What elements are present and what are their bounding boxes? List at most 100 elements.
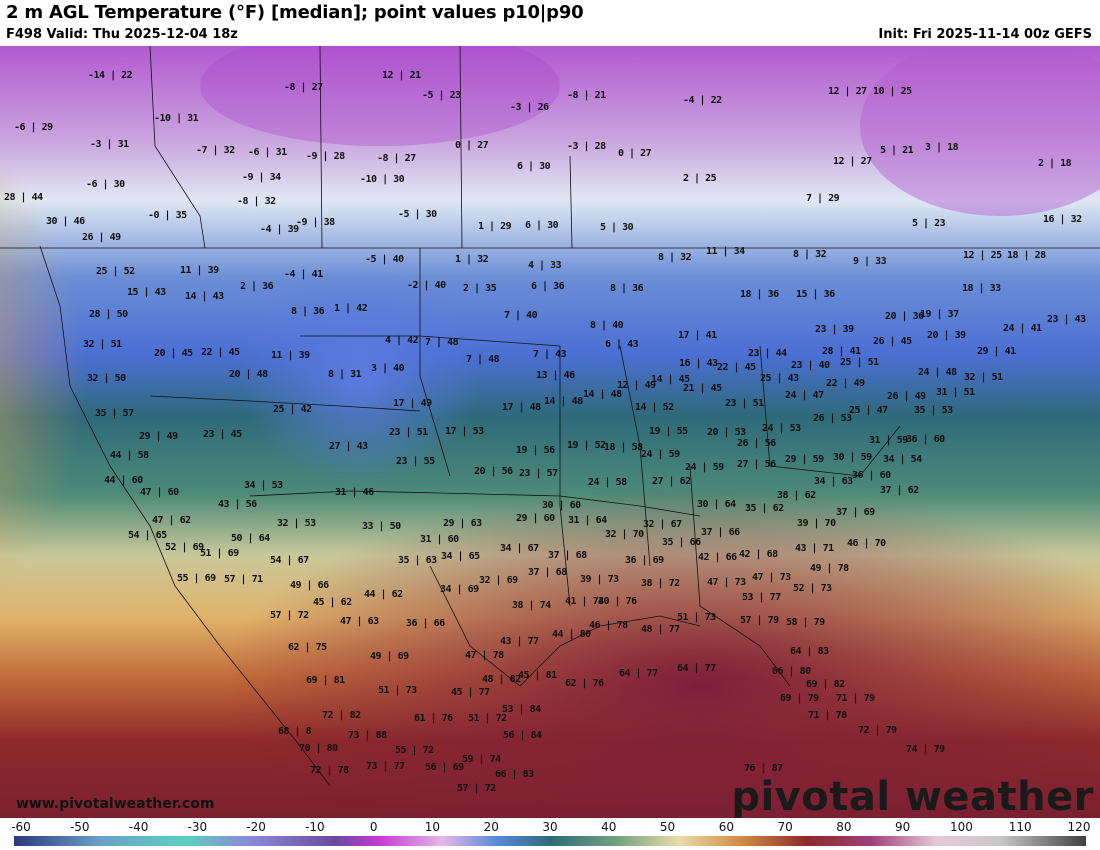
point-value: 42 | 68 <box>739 549 778 560</box>
valid-time: F498 Valid: Thu 2025-12-04 18z <box>6 27 238 42</box>
point-value: 23 | 39 <box>815 324 854 335</box>
point-value: 22 | 45 <box>717 362 756 373</box>
colorbar-tick-label: -50 <box>69 820 90 834</box>
point-value: -6 | 29 <box>14 122 53 133</box>
point-value: 6 | 30 <box>525 220 559 231</box>
point-value: 31 | 46 <box>335 487 374 498</box>
point-value: 59 | 74 <box>462 754 501 765</box>
point-value: 35 | 63 <box>398 555 437 566</box>
point-value: 39 | 73 <box>580 574 619 585</box>
point-value: 47 | 62 <box>152 515 191 526</box>
point-value: 48 | 77 <box>641 624 680 635</box>
point-value: 34 | 65 <box>441 551 480 562</box>
point-value: 18 | 33 <box>962 283 1001 294</box>
point-value: -5 | 23 <box>422 90 461 101</box>
point-value: 47 | 73 <box>752 572 791 583</box>
point-value: 46 | 70 <box>847 538 886 549</box>
point-value: 44 | 60 <box>104 475 143 486</box>
point-value: 71 | 78 <box>808 710 847 721</box>
point-value: -8 | 21 <box>567 90 606 101</box>
point-value: 23 | 51 <box>389 427 428 438</box>
point-value: 29 | 49 <box>139 431 178 442</box>
point-value: 1 | 42 <box>334 303 368 314</box>
point-value: 47 | 63 <box>340 616 379 627</box>
point-value: 15 | 36 <box>796 289 835 300</box>
point-value: 8 | 31 <box>328 369 362 380</box>
point-value: 36 | 66 <box>406 618 445 629</box>
point-value: 11 | 34 <box>706 246 745 257</box>
point-value: 55 | 69 <box>177 573 216 584</box>
point-value: 47 | 78 <box>465 650 504 661</box>
point-value: -2 | 40 <box>407 280 446 291</box>
point-value: 25 | 47 <box>849 405 888 416</box>
point-value: 68 | 8 <box>278 726 312 737</box>
point-value: 0 | 27 <box>618 148 652 159</box>
point-value: 5 | 21 <box>880 145 914 156</box>
point-value: 17 | 41 <box>678 330 717 341</box>
point-value: 31 | 51 <box>936 387 975 398</box>
point-value: -10 | 30 <box>360 174 405 185</box>
colorbar-tick-label: -30 <box>187 820 208 834</box>
point-value: 64 | 77 <box>677 663 716 674</box>
point-value: 44 | 62 <box>364 589 403 600</box>
point-value: -10 | 31 <box>154 113 199 124</box>
point-value: 36 | 60 <box>852 470 891 481</box>
point-value: 7 | 43 <box>533 349 567 360</box>
point-value: 5 | 23 <box>912 218 946 229</box>
brand-logo: pivotal weather <box>731 774 1094 818</box>
point-value: 29 | 63 <box>443 518 482 529</box>
point-value: 37 | 66 <box>701 527 740 538</box>
point-value: 52 | 73 <box>793 583 832 594</box>
point-value: 4 | 42 <box>385 335 419 346</box>
point-value: 40 | 76 <box>598 596 637 607</box>
point-value: 30 | 46 <box>46 216 85 227</box>
point-value: 9 | 33 <box>853 256 887 267</box>
point-value: 56 | 69 <box>425 762 464 773</box>
point-value: 53 | 84 <box>502 704 541 715</box>
point-value: 25 | 42 <box>273 404 312 415</box>
point-value: 23 | 57 <box>519 468 558 479</box>
map-header: 2 m AGL Temperature (°F) [median]; point… <box>0 0 1100 46</box>
point-value: 23 | 55 <box>396 456 435 467</box>
point-value: -14 | 22 <box>88 70 133 81</box>
point-value: 51 | 72 <box>468 713 507 724</box>
point-value: 35 | 57 <box>95 408 134 419</box>
point-value: 70 | 80 <box>299 743 338 754</box>
point-value: 23 | 43 <box>1047 314 1086 325</box>
point-value: 49 | 69 <box>370 651 409 662</box>
point-value: 28 | 50 <box>89 309 128 320</box>
point-value: -8 | 32 <box>237 196 276 207</box>
point-value: 25 | 52 <box>96 266 135 277</box>
colorbar-tick-label: -60 <box>11 820 31 834</box>
colorbar-tick-label: 90 <box>895 820 911 834</box>
point-value: 16 | 32 <box>1043 214 1082 225</box>
point-value: 34 | 54 <box>883 454 922 465</box>
point-value: 32 | 67 <box>643 519 682 530</box>
point-value: 25 | 43 <box>760 373 799 384</box>
temperature-map[interactable]: -14 | 22 12 | 21 -8 | 27 -5 | 23 -8 | 21 -4 |… <box>0 46 1100 818</box>
point-value: 32 | 53 <box>277 518 316 529</box>
colorbar-tick-label: -10 <box>305 820 325 834</box>
point-value: 26 | 49 <box>887 391 926 402</box>
point-value: 57 | 71 <box>224 574 263 585</box>
point-value: 72 | 78 <box>310 765 349 776</box>
point-value: 43 | 56 <box>218 499 257 510</box>
point-value: 20 | 39 <box>927 330 966 341</box>
point-value: 24 | 59 <box>685 462 724 473</box>
point-value: 64 | 77 <box>619 668 658 679</box>
point-value: 3 | 18 <box>925 142 959 153</box>
colorbar-tick-label: -40 <box>128 820 149 834</box>
point-value: -9 | 34 <box>242 172 281 183</box>
point-value: 48 | 82 <box>482 674 521 685</box>
point-value: 2 | 35 <box>463 283 497 294</box>
point-value: 20 | 53 <box>707 427 746 438</box>
point-value: 35 | 53 <box>914 405 953 416</box>
point-value: 24 | 41 <box>1003 323 1042 334</box>
point-value: -5 | 30 <box>398 209 437 220</box>
point-value: 46 | 78 <box>589 620 628 631</box>
point-value: -4 | 39 <box>260 224 299 235</box>
point-value: 15 | 43 <box>127 287 166 298</box>
colorbar-tick-label: 70 <box>777 820 793 834</box>
point-value: 37 | 62 <box>880 485 919 496</box>
point-value: -4 | 22 <box>683 95 722 106</box>
